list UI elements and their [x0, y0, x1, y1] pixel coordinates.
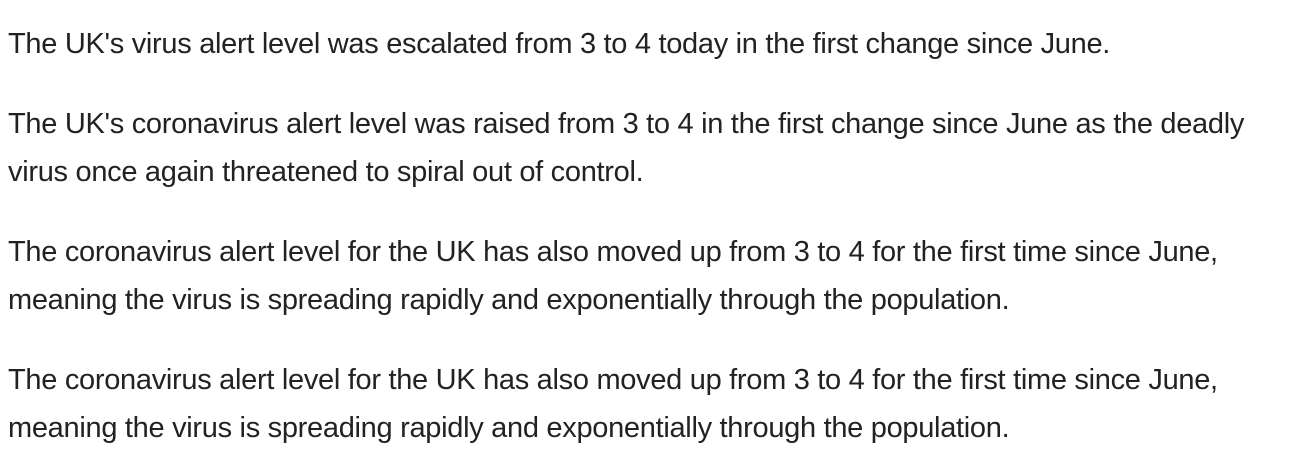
article-body: The UK's virus alert level was escalated… [8, 20, 1306, 452]
paragraph-3: The coronavirus alert level for the UK h… [8, 236, 1218, 316]
paragraph-4: The coronavirus alert level for the UK h… [8, 364, 1218, 444]
paragraph-1: The UK's virus alert level was escalated… [8, 28, 1111, 60]
paragraph-2: The UK's coronavirus alert level was rai… [8, 108, 1245, 188]
